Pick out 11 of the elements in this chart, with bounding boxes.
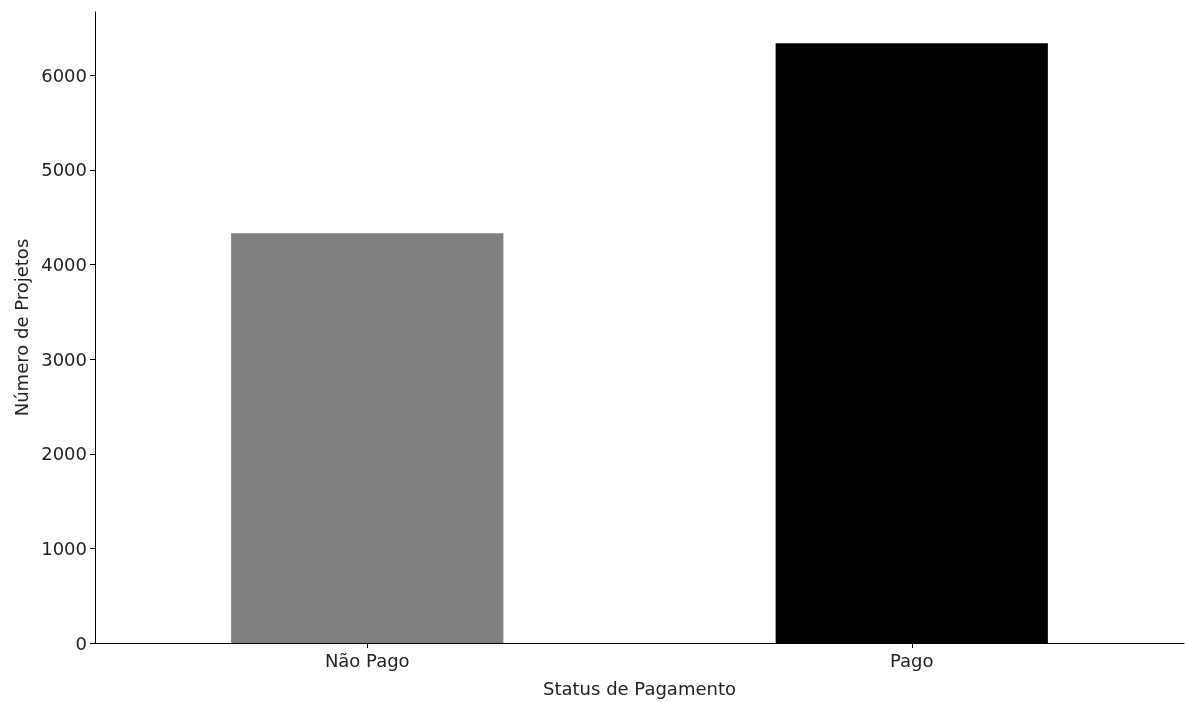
- y-tick-label: 1000: [41, 537, 87, 559]
- y-tick-label: 0: [75, 632, 87, 654]
- x-tick-label: Pago: [889, 649, 934, 671]
- y-tick-label: 2000: [41, 443, 87, 465]
- y-tick-label: 3000: [41, 348, 87, 370]
- x-axis-title: Status de Pagamento: [543, 677, 736, 699]
- y-tick-label: 4000: [41, 254, 87, 276]
- x-tick-label: Não Pago: [324, 649, 410, 671]
- y-tick-label: 5000: [41, 159, 87, 181]
- y-tick-label: 6000: [41, 64, 87, 86]
- y-axis-title: Número de Projetos: [10, 238, 32, 417]
